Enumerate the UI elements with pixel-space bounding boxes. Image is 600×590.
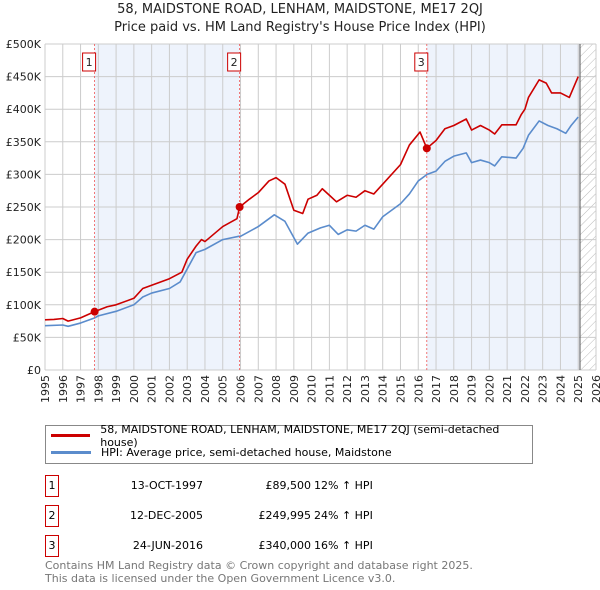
x-tick-label: 2006: [235, 375, 248, 403]
sale-point: [422, 144, 431, 153]
chart-title: 58, MAIDSTONE ROAD, LENHAM, MAIDSTONE, M…: [117, 2, 483, 17]
x-tick-label: 2004: [199, 375, 212, 403]
x-tick-label: 1995: [39, 375, 52, 403]
sale-date: 12-DEC-2005: [129, 509, 203, 522]
sale-row: 1 13-OCT-1997 £89,500 12% ↑ HPI: [45, 475, 445, 497]
x-tick-label: 2021: [501, 375, 514, 403]
y-tick-label: £100K: [6, 299, 42, 312]
sale-row: 3 24-JUN-2016 £340,000 16% ↑ HPI: [45, 535, 445, 557]
x-tick-label: 2001: [146, 375, 159, 403]
x-tick-label: 1999: [110, 375, 123, 403]
legend-label: 58, MAIDSTONE ROAD, LENHAM, MAIDSTONE, M…: [100, 422, 500, 449]
sale-point: [90, 307, 99, 316]
sale-label: 3: [418, 56, 425, 69]
sale-date: 24-JUN-2016: [132, 539, 203, 552]
sale-hpi: 16% ↑ HPI: [314, 539, 373, 552]
x-tick-label: 2003: [181, 375, 194, 403]
x-tick-label: 2024: [554, 375, 567, 403]
x-tick-label: 2012: [341, 375, 354, 403]
series-line: [44, 76, 579, 322]
legend-item-property: 58, MAIDSTONE ROAD, LENHAM, MAIDSTONE, M…: [51, 423, 532, 449]
x-tick-label: 1997: [75, 375, 88, 403]
sale-hpi: 12% ↑ HPI: [314, 479, 373, 492]
y-tick-label: £250K: [6, 201, 42, 214]
red-line-swatch: [51, 434, 91, 437]
x-tick-label: 2010: [306, 375, 319, 403]
y-tick-label: £50K: [13, 331, 42, 344]
y-tick-label: £500K: [6, 38, 42, 51]
footer-line: Contains HM Land Registry data © Crown c…: [45, 559, 473, 572]
chart-subtitle: Price paid vs. HM Land Registry's House …: [114, 20, 486, 35]
y-tick-label: £0: [27, 364, 41, 377]
x-tick-label: 2020: [483, 375, 496, 403]
x-tick-label: 2013: [359, 375, 372, 403]
y-tick-label: £450K: [6, 71, 42, 84]
sale-number: 2: [45, 505, 59, 527]
x-tick-label: 2000: [128, 375, 141, 403]
x-tick-label: 2018: [448, 375, 461, 403]
sale-price: £249,995: [258, 509, 312, 522]
x-tick-label: 1998: [92, 375, 105, 403]
legend-label: HPI: Average price, semi-detached house,…: [101, 446, 392, 459]
blue-line-swatch: [51, 451, 91, 454]
y-tick-label: £200K: [6, 234, 42, 247]
x-tick-label: 2011: [323, 375, 336, 403]
x-tick-label: 2025: [572, 375, 585, 403]
y-tick-label: £350K: [6, 136, 42, 149]
x-tick-label: 2026: [590, 375, 600, 403]
sale-row: 2 12-DEC-2005 £249,995 24% ↑ HPI: [45, 505, 445, 527]
x-tick-label: 2014: [377, 375, 390, 403]
sale-price: £89,500: [265, 479, 312, 492]
x-tick-label: 2008: [270, 375, 283, 403]
sale-hpi: 24% ↑ HPI: [314, 509, 373, 522]
x-tick-label: 2009: [288, 375, 301, 403]
sale-label: 2: [231, 56, 238, 69]
sale-number: 1: [45, 475, 59, 497]
sale-point: [235, 203, 244, 212]
x-tick-label: 2005: [217, 375, 230, 403]
price-chart: 1 2 3 1995 1996 1997 1998 1999 2000 2001 2002 2003 2…: [6, 38, 600, 403]
sale-label-box: [227, 52, 242, 72]
x-tick-label: 2007: [252, 375, 265, 403]
series-line: [44, 116, 579, 328]
x-tick-label: 2022: [519, 375, 532, 403]
x-tick-label: 2016: [412, 375, 425, 403]
y-tick-label: £300K: [6, 168, 42, 181]
x-tick-label: 2017: [430, 375, 443, 403]
sale-label-box: [414, 52, 429, 72]
sale-label-box: [82, 52, 97, 72]
sale-price: £340,000: [258, 539, 312, 552]
footer-line: This data is licensed under the Open Gov…: [45, 572, 396, 585]
sale-label: 1: [86, 56, 93, 69]
sale-number: 3: [45, 535, 59, 557]
x-tick-label: 2023: [537, 375, 550, 403]
x-tick-label: 2019: [466, 375, 479, 403]
x-tick-label: 2002: [163, 375, 176, 403]
x-tick-label: 1996: [57, 375, 70, 403]
sale-date: 13-OCT-1997: [130, 479, 203, 492]
y-tick-label: £400K: [6, 103, 42, 116]
legend: 58, MAIDSTONE ROAD, LENHAM, MAIDSTONE, M…: [45, 423, 533, 464]
x-tick-label: 2015: [394, 375, 407, 403]
footer: Contains HM Land Registry data © Crown c…: [45, 559, 473, 585]
legend-item-hpi: HPI: Average price, semi-detached house,…: [51, 444, 392, 461]
y-tick-label: £150K: [6, 266, 42, 279]
